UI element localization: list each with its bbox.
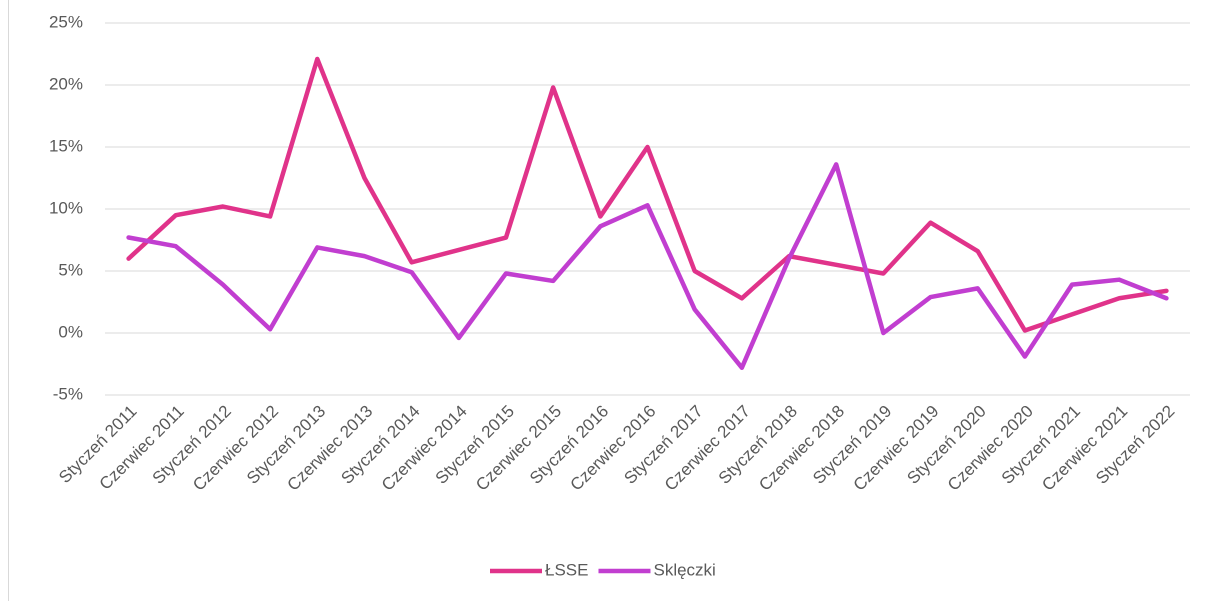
y-tick-label: 10% [49, 198, 83, 217]
y-tick-label: 5% [58, 260, 83, 279]
legend-label: ŁSSE [545, 560, 588, 579]
legend-label: Sklęczki [653, 560, 715, 579]
y-tick-label: 20% [49, 74, 83, 93]
y-tick-label: 0% [58, 322, 83, 341]
series-line [126, 162, 1169, 370]
y-tick-label: 25% [49, 12, 83, 31]
x-tick-label: Czerwiec 2011 [96, 402, 188, 494]
y-tick-label: 15% [49, 136, 83, 155]
y-tick-label: -5% [53, 384, 83, 403]
series-line [126, 56, 1169, 333]
